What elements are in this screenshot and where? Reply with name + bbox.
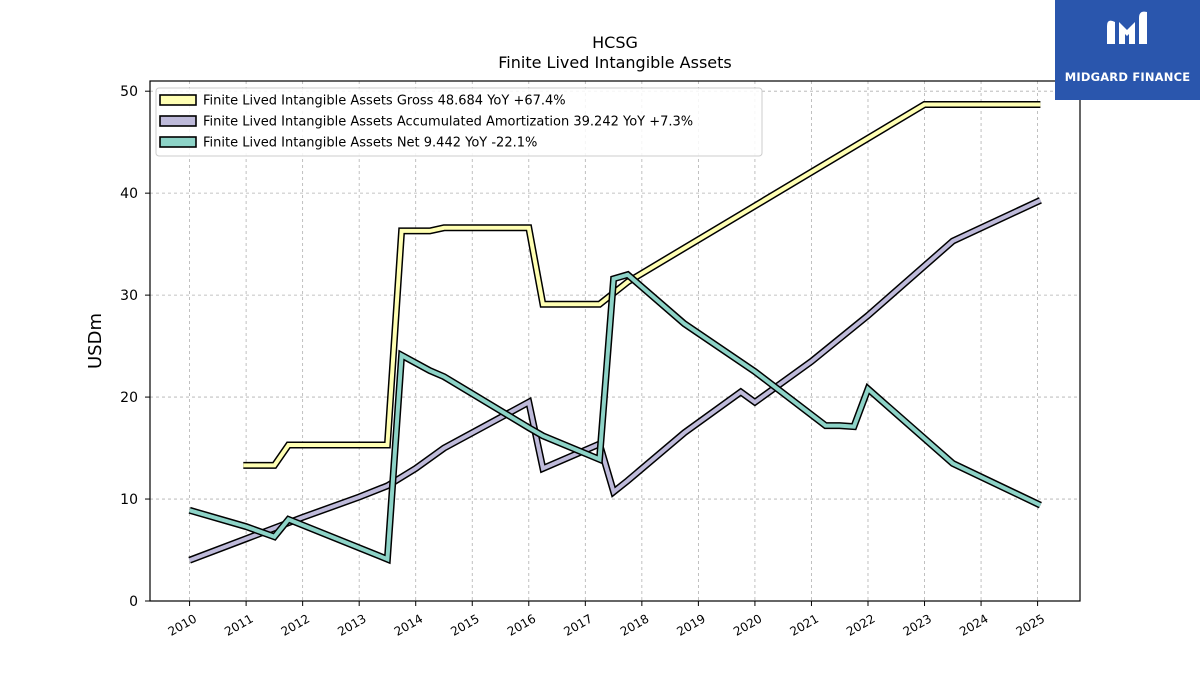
plot-frame bbox=[149, 80, 1081, 602]
x-tick-label: 2021 bbox=[788, 611, 821, 638]
series-line bbox=[188, 198, 1042, 563]
x-tick-label: 2012 bbox=[279, 611, 312, 638]
x-tick-label: 2020 bbox=[731, 611, 764, 638]
y-tick-label: 0 bbox=[129, 594, 138, 610]
chart-subtitle: Finite Lived Intangible Assets bbox=[498, 53, 731, 72]
y-tick-label: 20 bbox=[120, 390, 138, 406]
legend: Finite Lived Intangible Assets Gross 48.… bbox=[155, 87, 763, 157]
x-tick-label: 2017 bbox=[561, 611, 594, 638]
series-line bbox=[243, 102, 1041, 468]
brand-logo: MIDGARD FINANCE bbox=[1055, 0, 1200, 100]
x-tick-label: 2025 bbox=[1014, 611, 1047, 638]
series-layer bbox=[188, 101, 1042, 565]
legend-label: Finite Lived Intangible Assets Gross 48.… bbox=[203, 94, 566, 109]
legend-swatch bbox=[159, 136, 197, 148]
chart-title: HCSG bbox=[592, 33, 638, 52]
series-outline bbox=[188, 197, 1042, 564]
x-tick-label: 2016 bbox=[505, 611, 538, 638]
x-tick-label: 2018 bbox=[618, 611, 651, 638]
y-axis: 0 10 20 30 40 50 bbox=[120, 84, 150, 610]
legend-label: Finite Lived Intangible Assets Net 9.442… bbox=[203, 136, 537, 151]
x-tick-label: 2024 bbox=[957, 611, 990, 638]
x-tick-label: 2022 bbox=[844, 611, 877, 638]
x-tick-label: 2013 bbox=[335, 611, 368, 638]
y-tick-label: 30 bbox=[120, 288, 138, 304]
y-axis-label: USDm bbox=[85, 313, 106, 369]
series-line bbox=[189, 272, 1042, 563]
legend-swatch bbox=[159, 94, 197, 106]
legend-box bbox=[155, 87, 763, 157]
y-tick-label: 10 bbox=[120, 492, 138, 508]
legend-swatch bbox=[159, 115, 197, 127]
series-outline bbox=[188, 270, 1042, 565]
x-tick-label: 2014 bbox=[392, 611, 425, 638]
y-tick-label: 50 bbox=[120, 84, 138, 100]
x-tick-label: 2019 bbox=[674, 611, 707, 638]
x-tick-label: 2010 bbox=[166, 611, 199, 638]
x-tick-label: 2015 bbox=[448, 611, 481, 638]
legend-label: Finite Lived Intangible Assets Accumulat… bbox=[203, 115, 693, 130]
x-tick-label: 2023 bbox=[901, 611, 934, 638]
y-tick-label: 40 bbox=[120, 186, 138, 202]
x-tick-label: 2011 bbox=[222, 611, 255, 638]
x-axis: 2010 2011 2012 2013 2014 2015 2016 2017 2018 2019… bbox=[166, 601, 1047, 639]
logo-mark-icon bbox=[1107, 11, 1147, 45]
logo-text: MIDGARD FINANCE bbox=[1064, 70, 1191, 84]
